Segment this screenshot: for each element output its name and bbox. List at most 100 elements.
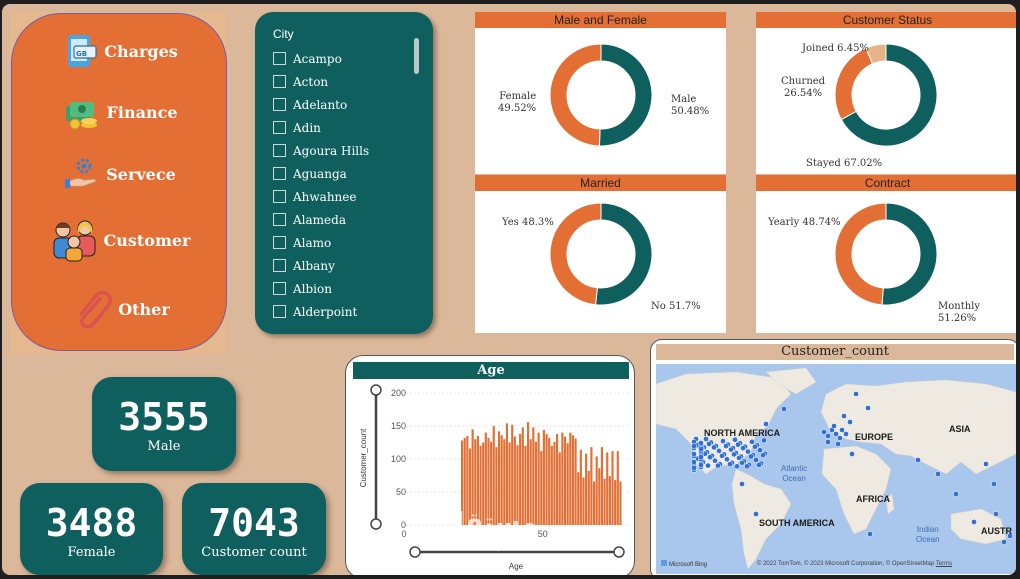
map-dot <box>847 419 853 425</box>
map-dot <box>691 465 697 471</box>
atlantic-text: Atlantic <box>781 464 808 473</box>
city-option-label: Adelanto <box>293 97 348 112</box>
map-terms-link[interactable]: Terms <box>935 561 953 567</box>
city-checkbox[interactable] <box>273 75 286 88</box>
map-dot <box>781 406 787 412</box>
nav-item-finance[interactable]: Finance <box>12 92 228 132</box>
indian-text: Indian <box>916 525 939 534</box>
map-dot <box>833 431 839 437</box>
service-hand-gear-icon <box>65 158 97 188</box>
map-dots <box>691 391 1013 545</box>
dashboard-canvas: GB Charges Finance Servece <box>2 4 1016 575</box>
age-bar <box>563 436 567 525</box>
age-bar <box>553 441 556 525</box>
city-option[interactable]: Adelanto <box>273 93 413 116</box>
age-bar <box>495 447 498 525</box>
nav-item-other[interactable]: Other <box>12 289 228 329</box>
city-checkbox[interactable] <box>273 52 286 65</box>
nav-item-customer[interactable]: Customer <box>12 220 228 262</box>
map-dot <box>753 511 759 517</box>
city-option[interactable]: Alderpoint <box>273 300 413 323</box>
age-bar <box>521 427 524 525</box>
city-slicer-title: City <box>273 27 294 41</box>
x-range-slider-handle-right <box>613 546 625 558</box>
city-checkbox[interactable] <box>273 144 286 157</box>
married-no-label: No 51.7% <box>651 301 701 312</box>
nav-label-servece: Servece <box>106 164 176 184</box>
age-bar <box>529 439 532 525</box>
map-dot <box>739 459 745 466</box>
city-option[interactable]: Albion <box>273 277 413 300</box>
map-dot <box>757 447 763 454</box>
map-dot <box>698 440 704 446</box>
age-bar <box>479 445 482 525</box>
married-donut-title: Married <box>475 175 726 191</box>
city-option[interactable]: Alameda <box>273 208 413 231</box>
age-bar <box>532 427 535 525</box>
city-scrollbar[interactable] <box>414 38 419 74</box>
city-checkbox[interactable] <box>273 236 286 249</box>
world-map[interactable] <box>656 364 1016 574</box>
land-masses <box>656 367 1016 570</box>
donut-slice-no <box>595 202 653 306</box>
age-bar <box>490 441 493 525</box>
city-checkbox[interactable] <box>273 213 286 226</box>
kpi-male-label: Male <box>147 439 181 454</box>
age-bar <box>579 449 582 525</box>
nav-label-charges: Charges <box>104 41 178 61</box>
city-option[interactable]: Acton <box>273 70 413 93</box>
map-dot <box>753 457 759 463</box>
city-option[interactable]: Alhambra <box>273 323 413 327</box>
city-option[interactable]: Albany <box>273 254 413 277</box>
donut-slice-stayed <box>840 43 938 147</box>
city-option[interactable]: Adin <box>273 116 413 139</box>
watermark-arabic: مستقل <box>442 508 538 538</box>
age-bar <box>574 438 577 525</box>
money-icon <box>65 102 97 130</box>
map-dot <box>831 423 837 429</box>
map-credits-text: © 2022 TomTom, © 2023 Microsoft Corporat… <box>757 561 935 567</box>
map-dot <box>748 453 754 460</box>
yearly-label: Yearly 48.74% <box>768 217 841 228</box>
kpi-female-value: 3488 <box>45 501 138 545</box>
age-bar <box>577 472 580 525</box>
map-dot <box>734 463 740 470</box>
city-checkbox[interactable] <box>273 259 286 272</box>
age-bar <box>505 423 509 525</box>
age-bar <box>526 422 530 525</box>
city-checkbox[interactable] <box>273 282 286 295</box>
city-option-label: Alameda <box>293 212 346 227</box>
map-dot <box>1007 533 1013 539</box>
map-dot <box>756 462 762 468</box>
city-option[interactable]: Ahwahnee <box>273 185 413 208</box>
map-dot <box>839 427 845 433</box>
map-dot <box>719 452 725 459</box>
city-checkbox[interactable] <box>273 167 286 180</box>
age-bar <box>492 426 495 525</box>
kpi-male-value: 3555 <box>118 395 210 439</box>
y-tick-label: 200 <box>391 388 406 398</box>
nav-item-charges[interactable]: GB Charges <box>12 31 228 71</box>
map-dot <box>711 444 717 451</box>
map-dot <box>749 438 755 445</box>
city-option-label: Acampo <box>293 51 342 66</box>
city-option[interactable]: Alamo <box>273 231 413 254</box>
city-checkbox[interactable] <box>273 190 286 203</box>
city-option[interactable]: Agoura Hills <box>273 139 413 162</box>
city-checkbox[interactable] <box>273 98 286 111</box>
city-list[interactable]: Acampo Acton Adelanto Adin Agoura Hills Aguan… <box>273 47 413 327</box>
city-checkbox[interactable] <box>273 121 286 134</box>
churned-label-text: Churned <box>781 76 826 87</box>
donut-slice-female <box>549 43 602 147</box>
map-label-australia: AUSTR <box>981 526 1012 536</box>
map-dot <box>843 431 849 437</box>
nav-item-servece[interactable]: Servece <box>12 154 228 194</box>
city-option[interactable]: Acampo <box>273 47 413 70</box>
female-label: Female 49.52% <box>498 91 536 115</box>
age-bar <box>571 435 574 525</box>
map-dot <box>835 441 841 447</box>
city-checkbox[interactable] <box>273 305 286 318</box>
city-option[interactable]: Aguanga <box>273 162 413 185</box>
map-dot <box>740 445 746 451</box>
map-dot <box>698 446 704 452</box>
